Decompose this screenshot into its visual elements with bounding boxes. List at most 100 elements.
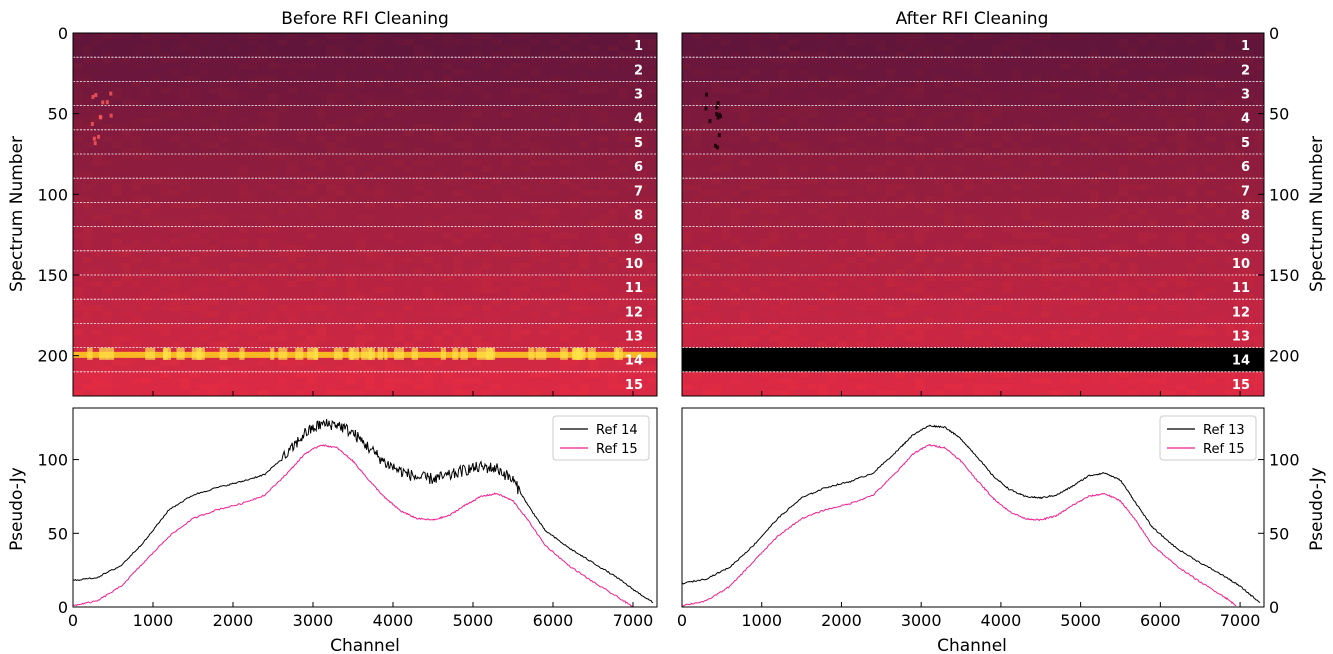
noise-cell	[827, 268, 838, 275]
noise-cell	[365, 63, 375, 70]
noise-cell	[682, 160, 692, 167]
noise-cell	[963, 232, 973, 239]
noise-cell	[817, 45, 828, 52]
noise-cell	[238, 129, 249, 136]
noise-cell	[384, 256, 395, 263]
noise-cell	[1089, 190, 1100, 197]
flag-spot	[715, 145, 719, 150]
noise-cell	[491, 377, 502, 384]
noise-cell	[82, 365, 93, 372]
noise-cell	[365, 377, 375, 384]
noise-cell	[895, 268, 906, 275]
noise-cell	[846, 117, 857, 124]
noise-cell	[647, 305, 657, 312]
noise-cell	[608, 268, 619, 275]
noise-cell	[627, 208, 638, 215]
noise-cell	[73, 293, 83, 300]
noise-cell	[579, 305, 589, 312]
noise-cell	[452, 87, 463, 94]
noise-cell	[779, 293, 789, 300]
noise-cell	[1225, 389, 1235, 396]
noise-cell	[102, 33, 112, 40]
noise-cell	[1031, 51, 1041, 58]
noise-cell	[267, 99, 278, 106]
noise-cell	[335, 141, 346, 148]
noise-cell	[1118, 141, 1129, 148]
noise-cell	[1099, 117, 1109, 124]
noise-cell	[160, 281, 171, 288]
noise-cell	[1167, 232, 1177, 239]
block-label: 12	[625, 305, 643, 320]
noise-cell	[808, 154, 818, 161]
noise-cell	[365, 111, 375, 118]
noise-cell	[1128, 63, 1138, 70]
noise-cell	[82, 63, 93, 70]
noise-cell	[885, 160, 896, 167]
noise-cell	[1176, 293, 1187, 300]
noise-cell	[1108, 214, 1119, 221]
noise-cell	[779, 75, 789, 82]
noise-cell	[481, 341, 492, 348]
noise-cell	[598, 214, 609, 221]
noise-cell	[618, 281, 628, 288]
noise-cell	[691, 33, 702, 40]
noise-cell	[277, 311, 288, 318]
noise-cell	[520, 275, 531, 282]
noise-cell	[257, 293, 268, 300]
noise-cell	[199, 214, 210, 221]
noise-cell	[1176, 311, 1187, 318]
noise-cell	[691, 123, 702, 130]
noise-cell	[189, 93, 200, 100]
noise-cell	[827, 371, 838, 378]
noise-cell	[481, 184, 492, 191]
noise-cell	[992, 305, 1003, 312]
noise-cell	[1196, 81, 1206, 88]
noise-cell	[1196, 329, 1206, 336]
noise-cell	[287, 99, 297, 106]
noise-cell	[1021, 123, 1032, 130]
noise-cell	[1108, 293, 1119, 300]
noise-cell	[691, 329, 702, 336]
noise-cell	[180, 87, 190, 94]
noise-cell	[481, 232, 492, 239]
noise-cell	[866, 317, 876, 324]
noise-cell	[953, 39, 964, 46]
noise-cell	[808, 256, 818, 263]
noise-cell	[598, 359, 609, 366]
noise-cell	[1205, 51, 1216, 58]
noise-cell	[598, 293, 609, 300]
noise-cell	[530, 256, 541, 263]
noise-cell	[277, 250, 288, 257]
noise-cell	[627, 281, 638, 288]
noise-cell	[433, 268, 443, 275]
noise-cell	[326, 184, 336, 191]
noise-cell	[326, 275, 336, 282]
noise-cell	[779, 87, 789, 94]
noise-cell	[1021, 293, 1032, 300]
noise-cell	[1099, 99, 1109, 106]
noise-cell	[257, 287, 268, 294]
noise-cell	[549, 214, 560, 221]
noise-cell	[647, 69, 657, 76]
rfi-spike	[87, 347, 93, 360]
noise-cell	[92, 347, 103, 354]
noise-cell	[559, 244, 570, 251]
block-label: 12	[1232, 305, 1250, 320]
noise-cell	[982, 281, 993, 288]
noise-cell	[569, 69, 580, 76]
noise-cell	[647, 256, 657, 263]
noise-cell	[647, 196, 657, 203]
noise-cell	[209, 389, 219, 396]
noise-cell	[1225, 147, 1235, 154]
noise-cell	[452, 105, 463, 112]
noise-cell	[569, 111, 580, 118]
noise-cell	[759, 371, 770, 378]
noise-cell	[1040, 129, 1051, 136]
noise-cell	[895, 123, 906, 130]
noise-cell	[365, 105, 375, 112]
noise-cell	[316, 268, 327, 275]
noise-cell	[691, 154, 702, 161]
noise-cell	[1254, 111, 1264, 118]
noise-cell	[924, 202, 935, 209]
